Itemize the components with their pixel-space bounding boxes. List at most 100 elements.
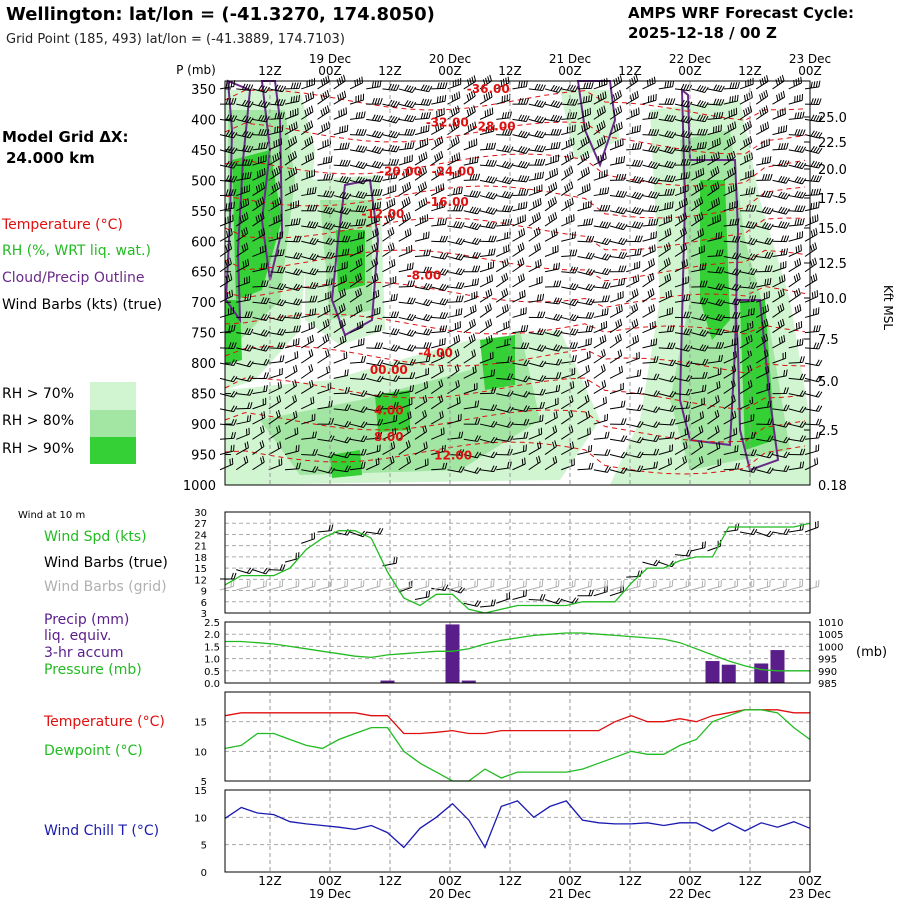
precip-ytick-label: 1.0 <box>204 655 220 666</box>
wind-barb <box>626 191 644 200</box>
wind-barb <box>674 328 693 336</box>
isotherm-contour <box>224 409 806 443</box>
wind-barb <box>252 196 265 212</box>
wind-barb <box>723 298 742 306</box>
wind-barb <box>788 111 805 120</box>
wind-barb <box>739 466 758 473</box>
label-wind-barbs-true: Wind Barbs (true) <box>44 555 168 571</box>
wind-barb <box>366 80 382 90</box>
pressure-ytick-label: 1005 <box>818 630 843 641</box>
wind-barb <box>366 359 384 367</box>
wind-barb <box>544 181 558 196</box>
wind-barb <box>236 414 252 425</box>
wind-barb <box>707 111 724 120</box>
wind-barb <box>333 206 352 215</box>
top-date-label: 22 Dec <box>669 52 711 66</box>
wind-barb <box>788 176 807 185</box>
wind-barb <box>382 427 396 440</box>
precip-ytick-label: 0.0 <box>204 679 220 690</box>
pressure-tick-label: 350 <box>191 83 216 98</box>
wind-barb <box>707 151 720 166</box>
wind-barb <box>349 205 367 213</box>
wind-barb <box>496 128 513 136</box>
wind-barb <box>284 325 301 334</box>
pressure-tick-label: 950 <box>191 449 216 464</box>
wind-barb <box>219 324 236 334</box>
wind-barb <box>756 278 772 288</box>
wind-barb <box>366 188 383 197</box>
wind-barb <box>642 390 660 397</box>
wind-barb-10m-grid <box>252 580 267 591</box>
wind-barb <box>593 152 607 166</box>
wind-barb <box>333 318 346 334</box>
bottom-date-label: 21 Dec <box>549 887 591 900</box>
wind-barb <box>219 457 234 471</box>
wind-barb <box>301 334 314 349</box>
wind-barb-10m <box>577 589 594 597</box>
wind-barb <box>268 84 287 93</box>
wind-barb <box>625 288 639 303</box>
wind-barb <box>756 451 774 459</box>
wind-barb <box>561 313 579 322</box>
label-dewpoint: Dewpoint (°C) <box>44 743 143 759</box>
wind-barb <box>756 206 774 215</box>
wind-barb <box>577 379 590 395</box>
wind-barb <box>284 338 300 349</box>
wind-barb <box>577 462 594 471</box>
chill-ytick-label: 15 <box>194 786 207 797</box>
wind-barb <box>317 400 333 410</box>
wind-barb <box>626 451 644 459</box>
wind-barb <box>430 379 444 395</box>
wind-barb <box>512 160 530 169</box>
wind-barb <box>219 359 238 367</box>
wind-barb <box>463 467 482 474</box>
wind-barb-10m <box>317 524 334 533</box>
model-grid-value: 24.000 km <box>6 149 95 167</box>
isotherm-contour <box>224 313 806 335</box>
wind-barb <box>691 154 706 166</box>
wind-barb <box>479 191 498 200</box>
wind-barb <box>512 175 530 183</box>
wind-barb <box>219 188 237 197</box>
wind-barb <box>512 114 530 122</box>
wind-barb <box>528 259 542 273</box>
wind-barb <box>723 268 742 276</box>
dewpoint-line <box>224 709 811 782</box>
wind-barb <box>236 144 254 153</box>
wind-barb-10m-grid <box>512 580 527 591</box>
wind-barb <box>284 135 298 151</box>
bottom-hour-label: 12Z <box>258 874 282 888</box>
wind-barb <box>479 74 493 90</box>
wind-barb <box>431 337 446 349</box>
wind-barb <box>788 231 804 242</box>
wind-barb <box>609 278 626 288</box>
wind-barb <box>658 201 674 212</box>
wind-barb <box>398 313 417 321</box>
wind-barb <box>463 382 478 395</box>
wind-barb <box>707 137 721 151</box>
wind-barb <box>626 221 644 229</box>
wind-barb <box>463 105 476 120</box>
isotherm-contour <box>224 377 806 411</box>
wind-barb <box>398 196 411 212</box>
wind-barb <box>349 448 367 456</box>
wind-barb <box>674 197 688 212</box>
wind-barb-10m-grid <box>756 580 771 591</box>
wind-barb <box>268 124 284 136</box>
wind-barb <box>414 282 433 291</box>
wind-barb <box>544 384 561 395</box>
wind-barb <box>366 98 383 105</box>
wind-barb <box>463 451 482 459</box>
legend-wind: Wind Barbs (kts) (true) <box>2 297 163 313</box>
wind-barb <box>235 242 249 257</box>
wind-barb <box>463 333 476 349</box>
wind-barb <box>398 154 413 166</box>
wind-barb <box>301 237 319 246</box>
wind-barb <box>268 166 281 181</box>
wind-barb-10m <box>220 572 237 580</box>
wind-barb <box>333 465 351 473</box>
wind-barb <box>723 350 737 364</box>
wind-barb <box>772 404 790 412</box>
wind-barb <box>577 183 591 197</box>
precip-bar <box>705 661 720 683</box>
